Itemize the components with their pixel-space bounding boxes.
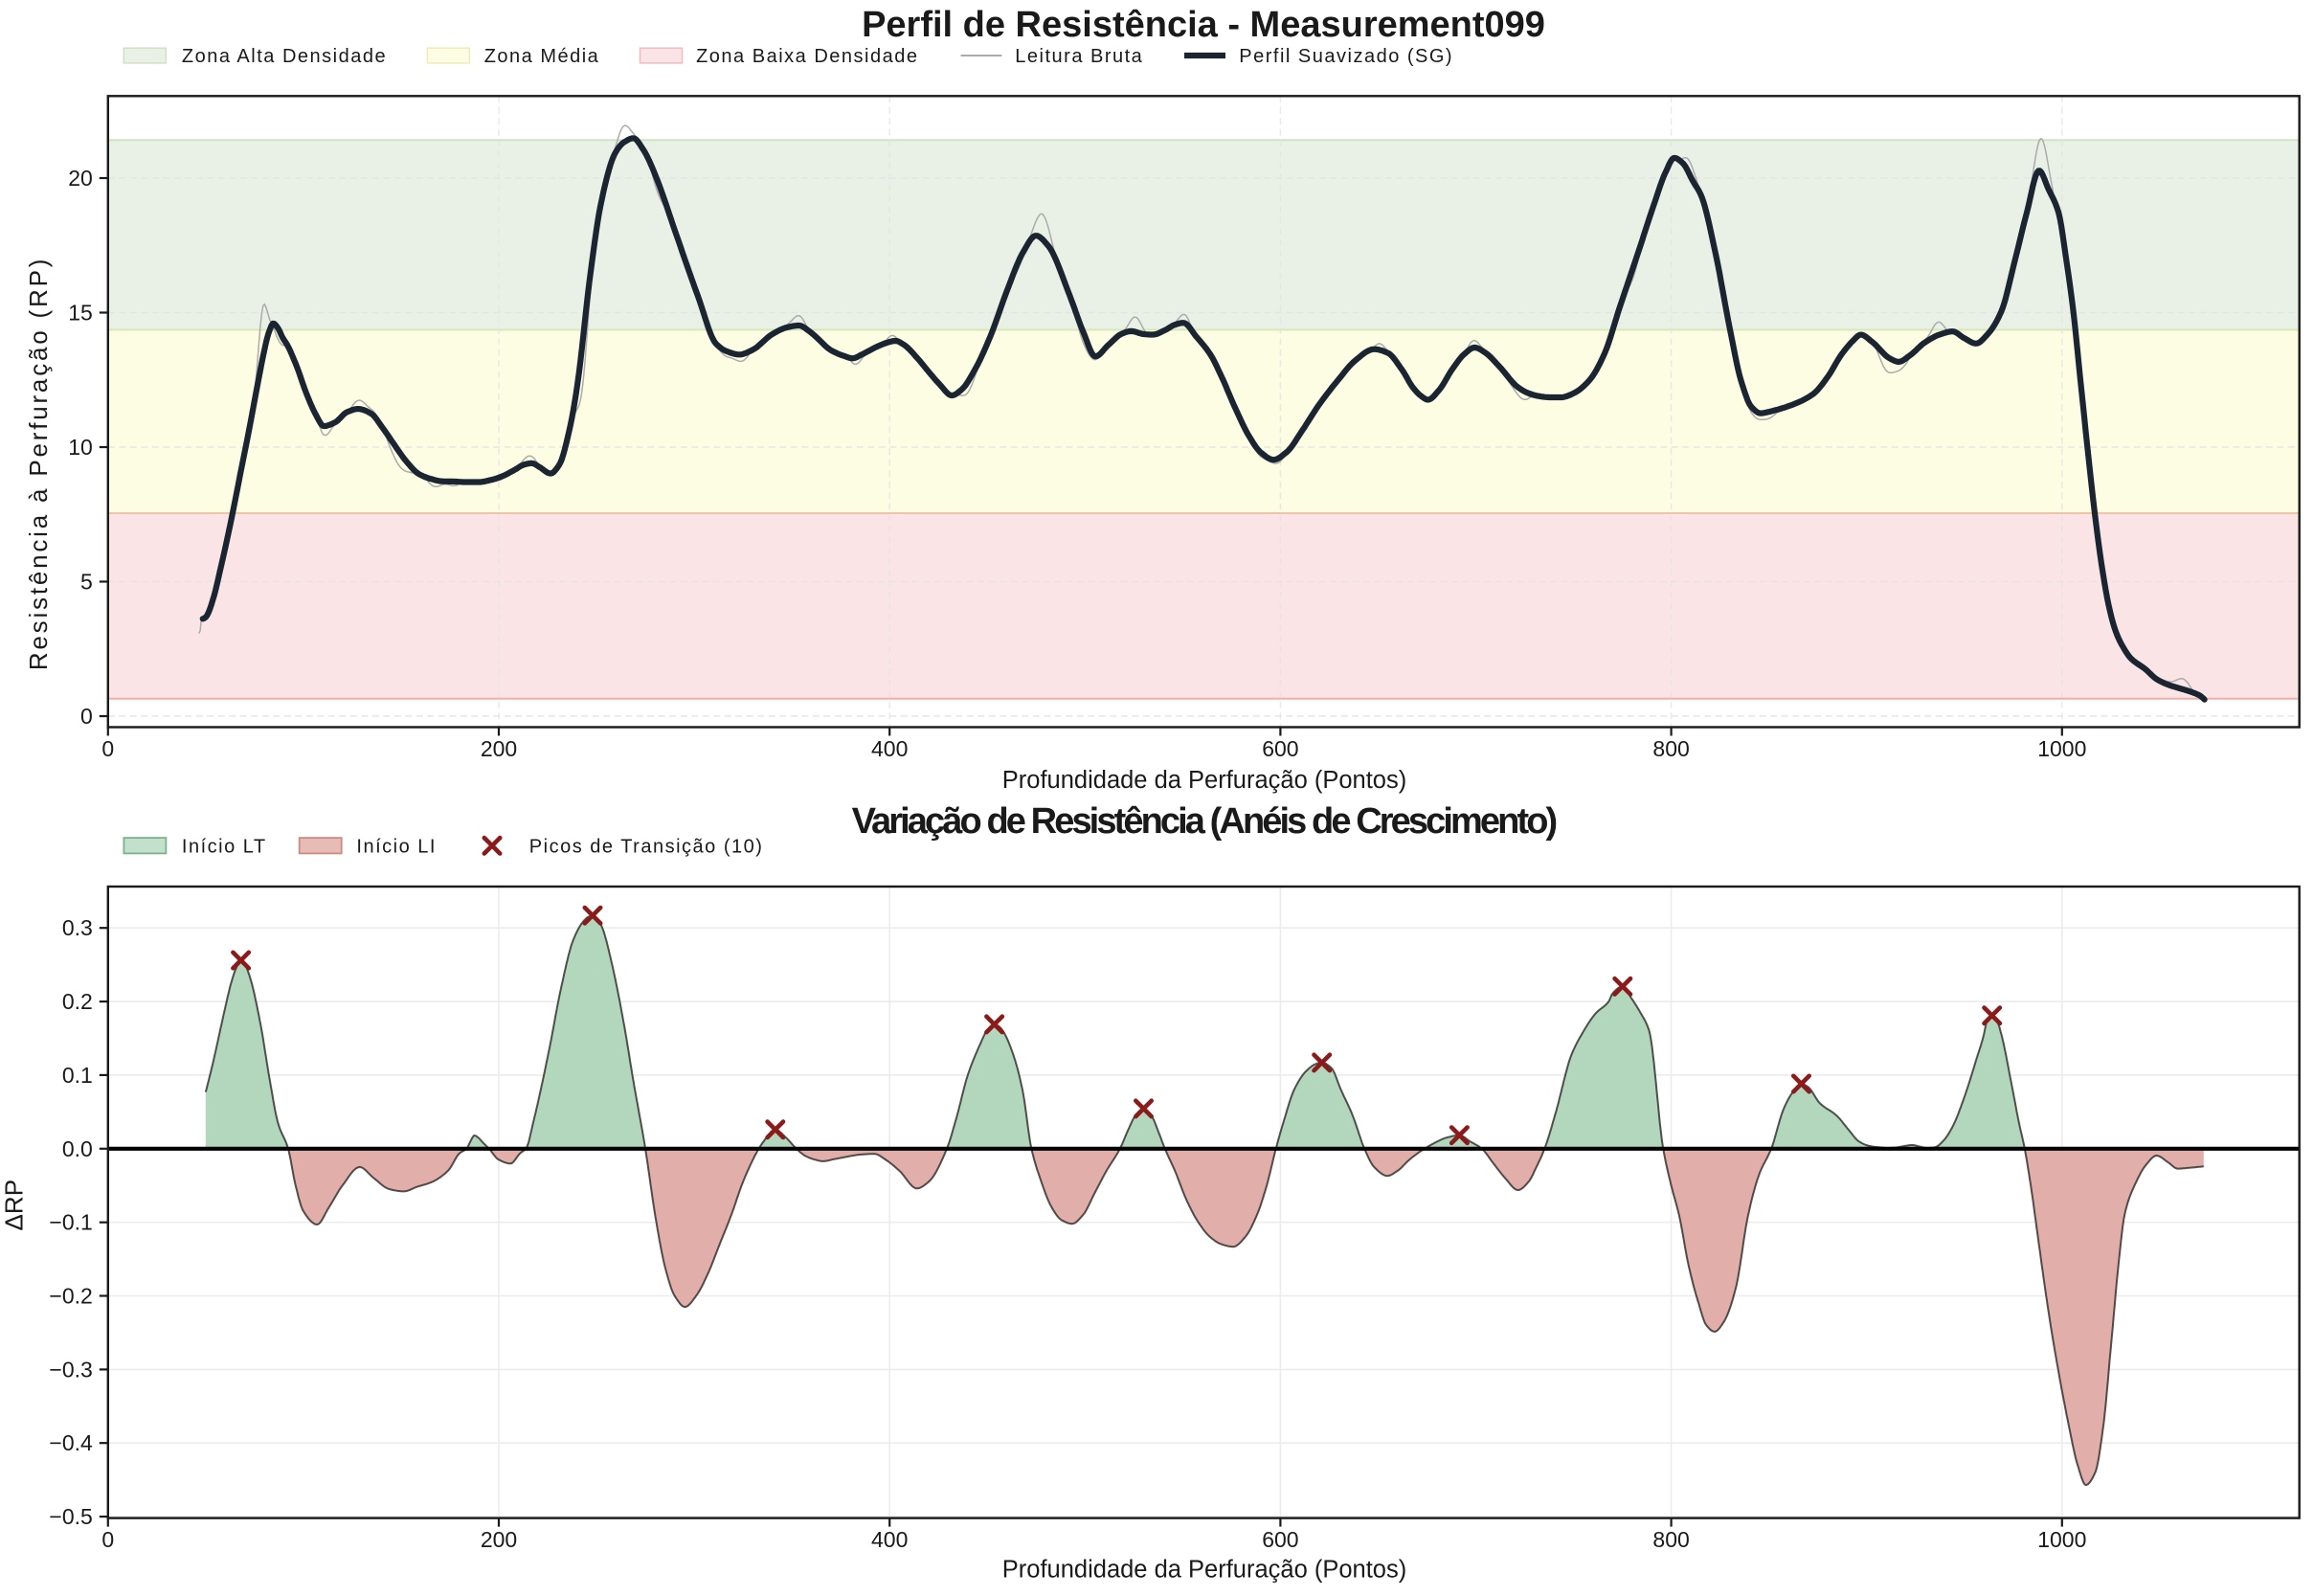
svg-text:Zona Alta Densidade: Zona Alta Densidade — [182, 46, 387, 67]
svg-text:0.0: 0.0 — [62, 1136, 93, 1161]
svg-text:20: 20 — [68, 166, 93, 191]
svg-text:Picos de Transição (10): Picos de Transição (10) — [529, 836, 764, 857]
svg-text:−0.4: −0.4 — [49, 1430, 93, 1455]
svg-text:−0.5: −0.5 — [49, 1504, 92, 1529]
svg-text:−0.2: −0.2 — [49, 1284, 92, 1309]
svg-text:Zona Média: Zona Média — [484, 46, 600, 67]
svg-text:800: 800 — [1652, 1527, 1689, 1552]
svg-text:Perfil Suavizado (SG): Perfil Suavizado (SG) — [1239, 46, 1453, 67]
svg-text:Zona Baixa Densidade: Zona Baixa Densidade — [696, 46, 918, 67]
svg-text:Perfil de Resistência - Measur: Perfil de Resistência - Measurement099 — [862, 5, 1545, 45]
svg-text:400: 400 — [871, 1527, 908, 1552]
svg-text:400: 400 — [871, 736, 908, 761]
svg-text:0: 0 — [101, 736, 114, 761]
svg-text:Leitura Bruta: Leitura Bruta — [1015, 46, 1143, 67]
svg-text:200: 200 — [481, 1527, 517, 1552]
svg-text:1000: 1000 — [2037, 1527, 2086, 1552]
svg-text:0.1: 0.1 — [62, 1063, 93, 1088]
svg-text:Variação de Resistência (Anéis: Variação de Resistência (Anéis de Cresci… — [852, 801, 1557, 842]
svg-text:1000: 1000 — [2037, 736, 2086, 761]
svg-text:0.2: 0.2 — [62, 989, 93, 1014]
svg-text:Profundidade da Perfuração (Po: Profundidade da Perfuração (Pontos) — [1002, 767, 1406, 794]
svg-text:0: 0 — [101, 1527, 114, 1552]
svg-text:ΔRP: ΔRP — [0, 1180, 29, 1231]
svg-text:0.3: 0.3 — [62, 915, 93, 940]
svg-text:Resistência à Perfuração (RP): Resistência à Perfuração (RP) — [24, 257, 53, 670]
svg-text:Início LT: Início LT — [182, 836, 267, 857]
svg-text:0: 0 — [80, 704, 93, 729]
svg-text:600: 600 — [1262, 1527, 1298, 1552]
svg-text:600: 600 — [1262, 736, 1298, 761]
svg-text:5: 5 — [80, 570, 93, 595]
svg-text:200: 200 — [481, 736, 517, 761]
svg-text:Profundidade da Perfuração (Po: Profundidade da Perfuração (Pontos) — [1002, 1557, 1406, 1584]
svg-text:10: 10 — [68, 435, 93, 460]
svg-text:Início LI: Início LI — [356, 836, 437, 857]
svg-text:−0.3: −0.3 — [49, 1357, 92, 1382]
svg-text:800: 800 — [1652, 736, 1689, 761]
svg-text:15: 15 — [68, 301, 93, 326]
svg-text:−0.1: −0.1 — [49, 1210, 92, 1235]
